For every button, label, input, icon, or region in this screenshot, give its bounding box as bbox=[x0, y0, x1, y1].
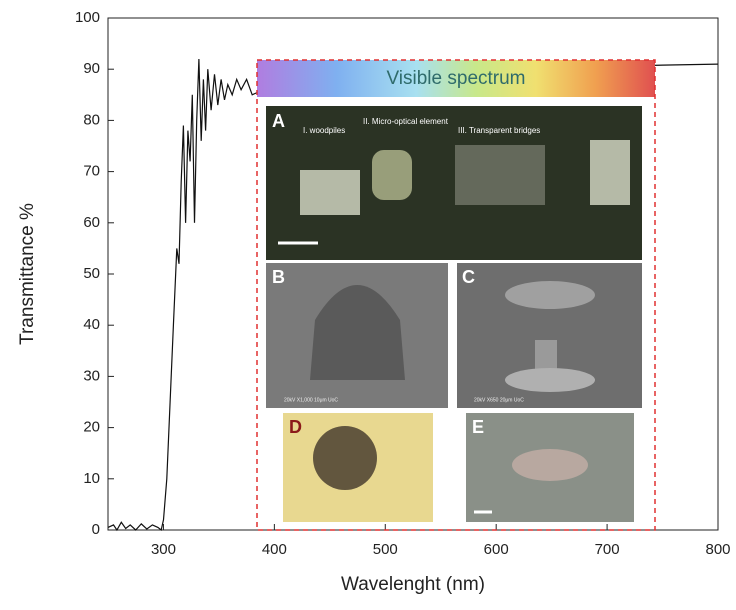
y-tick-label: 90 bbox=[83, 60, 100, 77]
woodpile bbox=[300, 170, 360, 215]
y-tick-label: 60 bbox=[83, 214, 100, 231]
y-tick-label: 100 bbox=[75, 9, 100, 26]
y-tick-label: 50 bbox=[83, 265, 100, 282]
panel-label: B bbox=[272, 267, 285, 287]
inset: Visible spectrum A I. woodpiles II. Micr… bbox=[256, 59, 656, 531]
x-tick-label: 800 bbox=[705, 541, 730, 558]
dome bbox=[310, 285, 405, 380]
band-label: Visible spectrum bbox=[386, 68, 525, 89]
panel-label: D bbox=[289, 417, 302, 437]
y-tick-label: 20 bbox=[83, 419, 100, 436]
x-tick-label: 700 bbox=[595, 541, 620, 558]
x-tick-label: 600 bbox=[484, 541, 509, 558]
x-tick-label: 500 bbox=[373, 541, 398, 558]
x-tick-label: 300 bbox=[151, 541, 176, 558]
cap bbox=[505, 281, 595, 309]
spectrum-band bbox=[257, 60, 655, 97]
y-tick-label: 80 bbox=[83, 111, 100, 128]
y-tick-label: 40 bbox=[83, 316, 100, 333]
panel-caption: II. Micro-optical element bbox=[363, 117, 449, 126]
y-axis-label: Transmittance % bbox=[17, 203, 38, 345]
x-tick-label: 400 bbox=[262, 541, 287, 558]
droplet bbox=[512, 449, 588, 481]
scale-text: 20kV X650 20μm UoC bbox=[474, 397, 524, 403]
panel-caption: I. woodpiles bbox=[303, 126, 345, 135]
panel-label: E bbox=[472, 417, 484, 437]
panel-caption: III. Transparent bridges bbox=[458, 126, 540, 135]
base bbox=[505, 368, 595, 392]
y-tick-label: 0 bbox=[92, 521, 100, 538]
woodpile bbox=[590, 140, 630, 205]
panel-label: A bbox=[272, 111, 285, 131]
y-tick-label: 30 bbox=[83, 367, 100, 384]
y-tick-label: 10 bbox=[83, 470, 100, 487]
scale-text: 20kV X1,000 10μm UoC bbox=[284, 397, 338, 403]
bridges bbox=[455, 145, 545, 205]
inset-frame bbox=[256, 59, 656, 531]
y-tick-label: 70 bbox=[83, 163, 100, 180]
panel-label: C bbox=[462, 267, 475, 287]
lens bbox=[313, 426, 377, 490]
x-axis-label: Wavelenght (nm) bbox=[341, 574, 485, 595]
micro-element bbox=[372, 150, 412, 200]
